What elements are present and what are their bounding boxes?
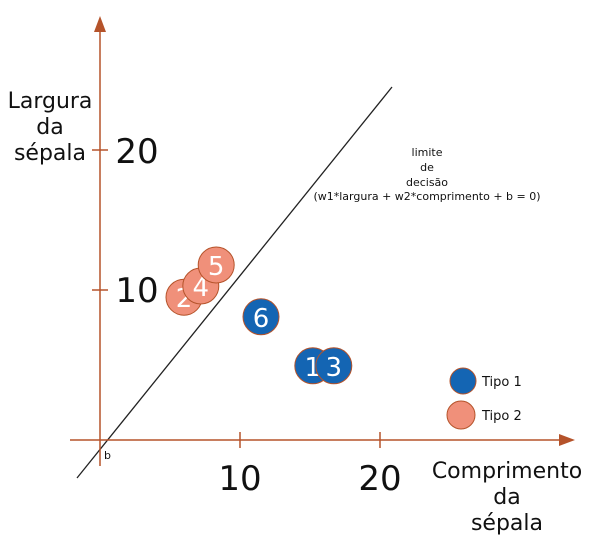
data-point-3-label: 3 [326, 353, 343, 383]
data-point-3: 3 [315, 347, 353, 385]
x-axis-arrow [559, 434, 575, 446]
y-tick-label-20: 20 [115, 132, 158, 172]
data-point-5-marker [197, 246, 235, 284]
legend-tipo2-swatch [446, 400, 476, 430]
boundary-label-line2: de [420, 161, 434, 174]
boundary-label-line4: (w1*largura + w2*comprimento + b = 0) [313, 190, 540, 203]
legend-tipo1-label: Tipo 1 [481, 375, 522, 390]
y-axis-arrow [94, 16, 106, 32]
data-point-6: 6 [242, 298, 280, 336]
boundary-label-line3: decisão [406, 176, 448, 189]
y-axis-title-line2: da [36, 115, 63, 140]
legend-tipo1-swatch [449, 367, 477, 395]
x-axis-title-line2: da [493, 485, 520, 510]
x-tick-label-10: 10 [218, 459, 261, 499]
origin-b-label: b [104, 449, 111, 462]
x-axis-title-line3: sépala [471, 511, 543, 536]
data-point-4-label: 4 [193, 273, 210, 303]
data-point-5-label: 5 [208, 252, 225, 282]
boundary-label-line1: limite [412, 146, 443, 159]
y-tick-label-10: 10 [115, 271, 158, 311]
data-point-5: 5 [197, 246, 235, 284]
y-axis-title-line1: Largura [8, 89, 93, 114]
data-point-6-marker [242, 298, 280, 336]
data-point-6-label: 6 [253, 304, 270, 334]
data-point-3-marker [315, 347, 353, 385]
x-tick-label-20: 20 [358, 459, 401, 499]
x-axis-title-line1: Comprimento [432, 459, 582, 484]
y-axis-title-line3: sépala [14, 141, 86, 166]
decision-boundary-line [76, 86, 393, 479]
legend-tipo2-label: Tipo 2 [481, 409, 522, 424]
